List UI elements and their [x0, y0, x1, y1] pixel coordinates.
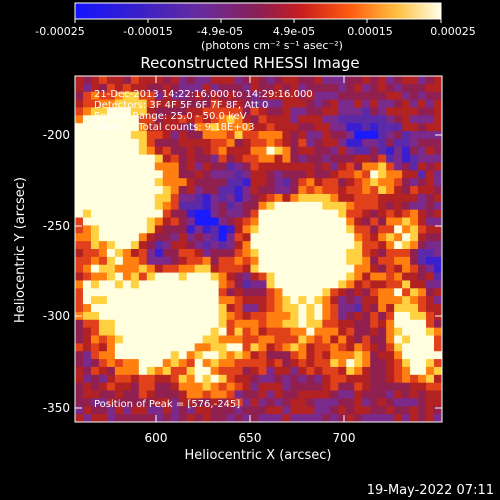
x-tick-label: 650	[239, 431, 262, 445]
colorbar-ticks	[74, 19, 442, 23]
x-tick-label: 600	[145, 431, 168, 445]
image-annotations: 21-Dec-2013 14:22:16.000 to 14:29:16.000…	[94, 89, 313, 410]
y-tick-label: -200	[43, 128, 70, 142]
colorbar: -0.00025 -0.00015 -4.9e-05 4.9e-05 0.000…	[35, 2, 476, 52]
x-axis-label: Heliocentric X (arcsec)	[185, 448, 332, 463]
annotation-time-range: 21-Dec-2013 14:22:16.000 to 14:29:16.000	[94, 89, 313, 100]
colorbar-tick-label: 0.00015	[347, 25, 393, 38]
heatmap-image	[75, 76, 442, 422]
footer-timestamp: 19-May-2022 07:11	[367, 483, 494, 498]
x-tick-label: 700	[333, 431, 356, 445]
y-tick-label: -250	[43, 219, 70, 233]
plot-title: Reconstructed RHESSI Image	[140, 54, 359, 72]
annotation-energy-range: Energy Range: 25.0 - 50.0 keV	[94, 111, 247, 122]
colorbar-tick-label: -0.00025	[35, 25, 84, 38]
annotation-peak-position: Position of Peak = [576,-245]	[94, 399, 240, 410]
colorbar-tick-label: 4.9e-05	[273, 25, 315, 38]
y-axis-label: Heliocentric Y (arcsec)	[13, 177, 28, 323]
y-tick-label: -300	[43, 309, 70, 323]
plot-frame	[74, 75, 443, 423]
colorbar-units-label: (photons cm⁻² s⁻¹ asec⁻²)	[201, 39, 343, 52]
annotation-detectors: Detectors: 3F 4F 5F 6F 7F 8F, Att 0	[94, 100, 268, 111]
x-axis: 600 650 700 Heliocentric X (arcsec)	[145, 76, 356, 463]
heatmap-cells	[75, 76, 442, 422]
colorbar-tick-label: -4.9e-05	[197, 25, 243, 38]
annotation-total-counts: Clean Total counts: 9.18E+03	[94, 122, 254, 133]
colorbar-gradient	[74, 2, 442, 20]
y-axis: -200 -250 -300 -350 Heliocentric Y (arcs…	[13, 128, 442, 415]
colorbar-tick-label: -0.00015	[123, 25, 172, 38]
y-tick-label: -350	[43, 401, 70, 415]
colorbar-tick-label: 0.00025	[430, 25, 476, 38]
